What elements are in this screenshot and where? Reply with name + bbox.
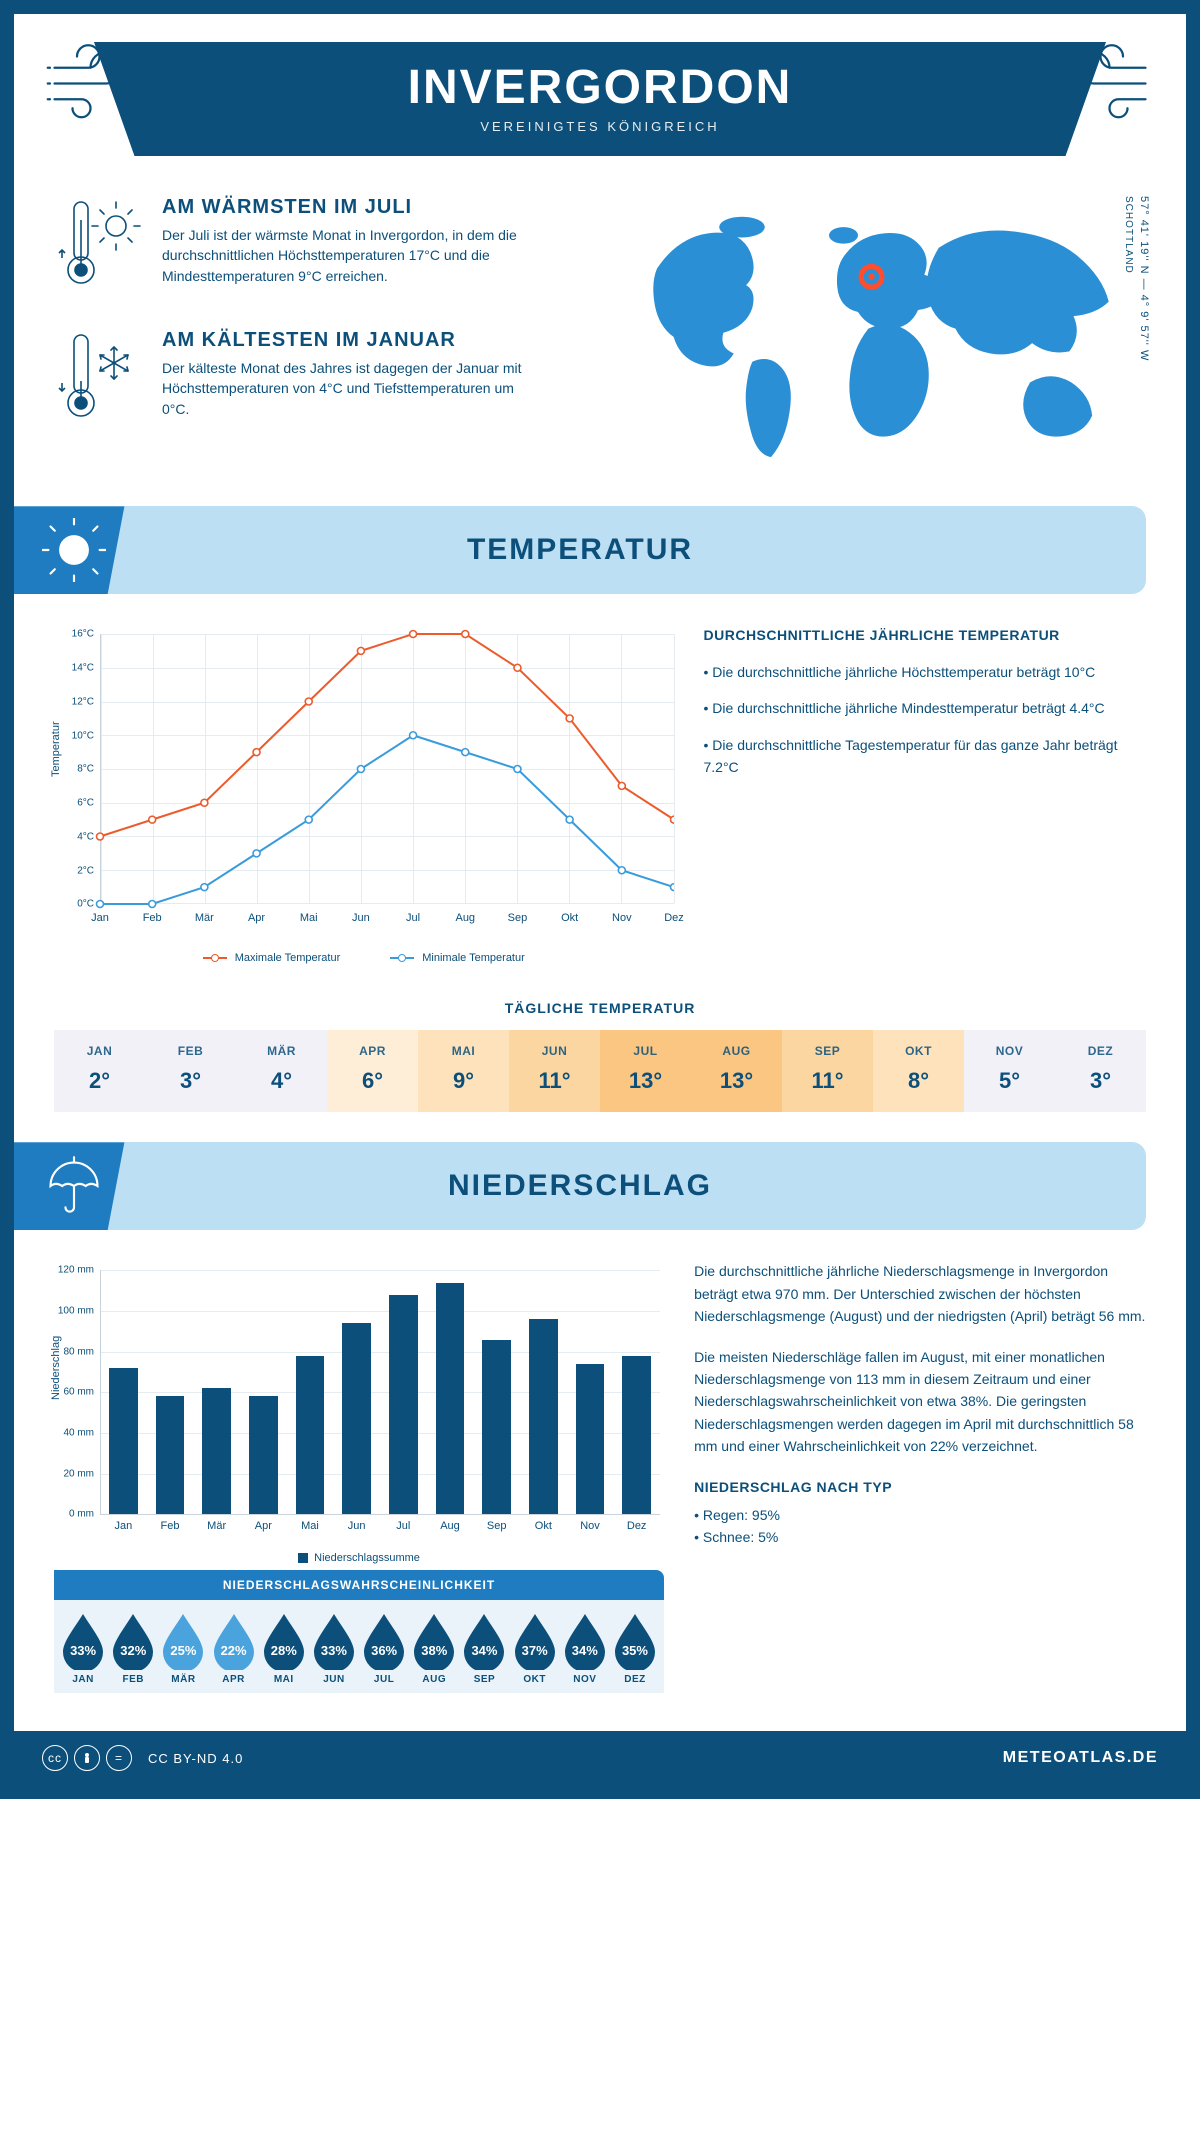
daily-cell: APR6° bbox=[327, 1030, 418, 1112]
drop-cell: 32%FEB bbox=[108, 1612, 158, 1685]
drop-cell: 22%APR bbox=[209, 1612, 259, 1685]
nd-icon: = bbox=[106, 1745, 132, 1771]
precip-block: Niederschlag 0 mm20 mm40 mm60 mm80 mm100… bbox=[14, 1230, 1186, 1713]
intro-section: AM WÄRMSTEN IM JULI Der Juli ist der wär… bbox=[14, 156, 1186, 490]
license-text: CC BY-ND 4.0 bbox=[148, 1751, 243, 1766]
drop-cell: 37%OKT bbox=[510, 1612, 560, 1685]
temperature-band: TEMPERATUR bbox=[14, 506, 1146, 594]
section-title: TEMPERATUR bbox=[467, 533, 693, 567]
precip-type-bullet: • Regen: 95% bbox=[694, 1504, 1146, 1526]
world-map bbox=[628, 196, 1146, 470]
fact-warmest: AM WÄRMSTEN IM JULI Der Juli ist der wär… bbox=[54, 196, 598, 301]
header-banner: INVERGORDON VEREINIGTES KÖNIGREICH bbox=[94, 42, 1106, 156]
precip-bar-chart: Niederschlag 0 mm20 mm40 mm60 mm80 mm100… bbox=[54, 1260, 664, 1570]
summary-title: DURCHSCHNITTLICHE JÄHRLICHE TEMPERATUR bbox=[704, 624, 1147, 646]
precip-text: Die durchschnittliche jährliche Niedersc… bbox=[694, 1260, 1146, 1693]
umbrella-icon bbox=[14, 1142, 134, 1230]
coords-text: 57° 41' 19'' N — 4° 9' 57'' W bbox=[1138, 196, 1150, 361]
fact-title: AM KÄLTESTEN IM JANUAR bbox=[162, 329, 542, 352]
drop-cell: 28%MAI bbox=[259, 1612, 309, 1685]
precip-paragraph: Die durchschnittliche jährliche Niedersc… bbox=[694, 1260, 1146, 1327]
drop-cell: 33%JUN bbox=[309, 1612, 359, 1685]
thermometer-snow-icon bbox=[54, 329, 144, 434]
daily-cell: SEP11° bbox=[782, 1030, 873, 1112]
cc-icon: cc bbox=[42, 1745, 68, 1771]
daily-title: TÄGLICHE TEMPERATUR bbox=[14, 1000, 1186, 1016]
temperature-block: Temperatur 0°C2°C4°C6°C8°C10°C12°C14°C16… bbox=[14, 594, 1186, 974]
daily-cell: FEB3° bbox=[145, 1030, 236, 1112]
daily-cell: AUG13° bbox=[691, 1030, 782, 1112]
section-title: NIEDERSCHLAG bbox=[448, 1169, 712, 1203]
temperature-summary: DURCHSCHNITTLICHE JÄHRLICHE TEMPERATUR •… bbox=[704, 624, 1147, 964]
summary-bullet: • Die durchschnittliche jährliche Höchst… bbox=[704, 661, 1147, 683]
thermometer-sun-icon bbox=[54, 196, 144, 301]
daily-cell: MÄR4° bbox=[236, 1030, 327, 1112]
daily-cell: OKT8° bbox=[873, 1030, 964, 1112]
footer: cc = CC BY-ND 4.0 METEOATLAS.DE bbox=[14, 1731, 1186, 1785]
daily-cell: JUL13° bbox=[600, 1030, 691, 1112]
precip-paragraph: Die meisten Niederschläge fallen im Augu… bbox=[694, 1346, 1146, 1458]
page-subtitle: VEREINIGTES KÖNIGREICH bbox=[94, 119, 1106, 134]
summary-bullet: • Die durchschnittliche Tagestemperatur … bbox=[704, 734, 1147, 779]
drop-cell: 38%AUG bbox=[409, 1612, 459, 1685]
fact-title: AM WÄRMSTEN IM JULI bbox=[162, 196, 542, 219]
daily-cell: NOV5° bbox=[964, 1030, 1055, 1112]
page-title: INVERGORDON bbox=[94, 60, 1106, 115]
by-icon bbox=[74, 1745, 100, 1771]
precip-prob-panel: NIEDERSCHLAGSWAHRSCHEINLICHKEIT 33%JAN32… bbox=[54, 1570, 664, 1693]
daily-cell: JUN11° bbox=[509, 1030, 600, 1112]
world-map-wrap: SCHOTTLAND 57° 41' 19'' N — 4° 9' 57'' W bbox=[628, 196, 1146, 470]
temperature-line-chart: Temperatur 0°C2°C4°C6°C8°C10°C12°C14°C16… bbox=[54, 624, 674, 964]
drop-cell: 25%MÄR bbox=[158, 1612, 208, 1685]
fact-text: Der Juli ist der wärmste Monat in Inverg… bbox=[162, 225, 542, 286]
sun-icon bbox=[14, 506, 134, 594]
fact-text: Der kälteste Monat des Jahres ist dagege… bbox=[162, 358, 542, 419]
intro-facts: AM WÄRMSTEN IM JULI Der Juli ist der wär… bbox=[54, 196, 598, 470]
precip-left: Niederschlag 0 mm20 mm40 mm60 mm80 mm100… bbox=[54, 1260, 664, 1693]
drop-cell: 33%JAN bbox=[58, 1612, 108, 1685]
precip-type-bullet: • Schnee: 5% bbox=[694, 1526, 1146, 1548]
prob-title: NIEDERSCHLAGSWAHRSCHEINLICHKEIT bbox=[54, 1570, 664, 1600]
drop-cell: 35%DEZ bbox=[610, 1612, 660, 1685]
precip-band: NIEDERSCHLAG bbox=[14, 1142, 1146, 1230]
license: cc = CC BY-ND 4.0 bbox=[42, 1745, 243, 1771]
drop-cell: 36%JUL bbox=[359, 1612, 409, 1685]
daily-cell: JAN2° bbox=[54, 1030, 145, 1112]
header-wrap: INVERGORDON VEREINIGTES KÖNIGREICH bbox=[14, 14, 1186, 156]
daily-cell: MAI9° bbox=[418, 1030, 509, 1112]
daily-cell: DEZ3° bbox=[1055, 1030, 1146, 1112]
drop-cell: 34%NOV bbox=[560, 1612, 610, 1685]
drop-cell: 34%SEP bbox=[459, 1612, 509, 1685]
coords-region: SCHOTTLAND bbox=[1123, 196, 1134, 274]
summary-bullet: • Die durchschnittliche jährliche Mindes… bbox=[704, 697, 1147, 719]
page: INVERGORDON VEREINIGTES KÖNIGREICH AM WÄ… bbox=[0, 0, 1200, 1799]
fact-coldest: AM KÄLTESTEN IM JANUAR Der kälteste Mona… bbox=[54, 329, 598, 434]
precip-prob-drops: 33%JAN32%FEB25%MÄR22%APR28%MAI33%JUN36%J… bbox=[54, 1600, 664, 1693]
site-name: METEOATLAS.DE bbox=[1003, 1749, 1158, 1767]
precip-type-title: NIEDERSCHLAG NACH TYP bbox=[694, 1476, 1146, 1498]
daily-temperature-grid: JAN2°FEB3°MÄR4°APR6°MAI9°JUN11°JUL13°AUG… bbox=[54, 1030, 1146, 1112]
